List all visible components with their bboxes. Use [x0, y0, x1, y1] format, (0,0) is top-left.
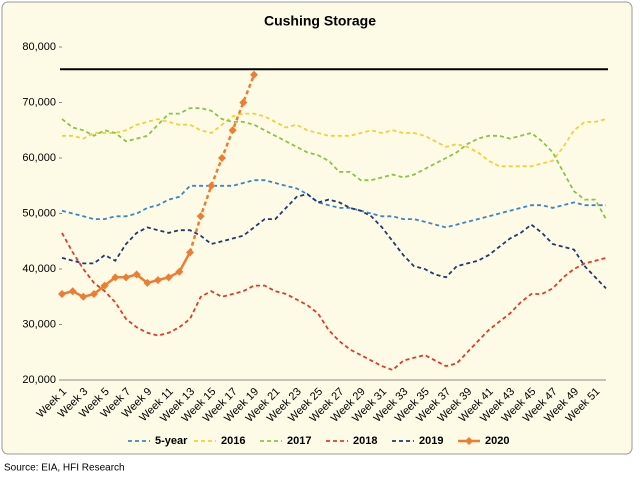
- series-line: [61, 179, 606, 229]
- marker: [58, 289, 66, 298]
- y-tick-label: 50,000: [22, 207, 56, 219]
- y-tick-label: 70,000: [22, 96, 56, 108]
- series-line: [61, 107, 607, 220]
- legend-label: 2017: [287, 435, 311, 447]
- marker: [100, 281, 109, 290]
- y-tick-label: 60,000: [22, 152, 56, 164]
- marker: [239, 98, 248, 107]
- marker: [175, 267, 184, 276]
- marker: [143, 278, 152, 287]
- series-line: [61, 232, 607, 372]
- marker: [111, 273, 120, 282]
- y-tick-label: 40,000: [22, 263, 56, 275]
- y-tick-label: 30,000: [22, 318, 56, 330]
- marker: [164, 273, 173, 282]
- legend-label: 2019: [419, 435, 443, 447]
- marker: [186, 248, 194, 257]
- marker: [228, 126, 237, 135]
- legend-label: 2016: [221, 435, 245, 447]
- marker: [68, 287, 77, 296]
- legend-label: 2020: [485, 435, 509, 447]
- legend-marker: [465, 437, 473, 445]
- marker: [207, 181, 216, 190]
- marker: [196, 212, 205, 221]
- marker: [250, 70, 258, 79]
- legend-label: 5-year: [155, 435, 188, 447]
- y-tick-label: 80,000: [22, 41, 56, 53]
- series-line: [61, 193, 607, 290]
- chart-title: Cushing Storage: [264, 13, 376, 29]
- chart-frame: [1, 1, 633, 455]
- marker: [154, 276, 162, 285]
- y-tick-label: 20,000: [22, 374, 56, 386]
- legend-label: 2018: [353, 435, 377, 447]
- marker: [132, 270, 141, 279]
- marker: [218, 154, 226, 162]
- series-line: [62, 112, 607, 168]
- marker: [122, 273, 130, 282]
- marker: [90, 289, 98, 298]
- source: Source: EIA, HFI Research: [4, 463, 125, 474]
- marker: [79, 292, 88, 301]
